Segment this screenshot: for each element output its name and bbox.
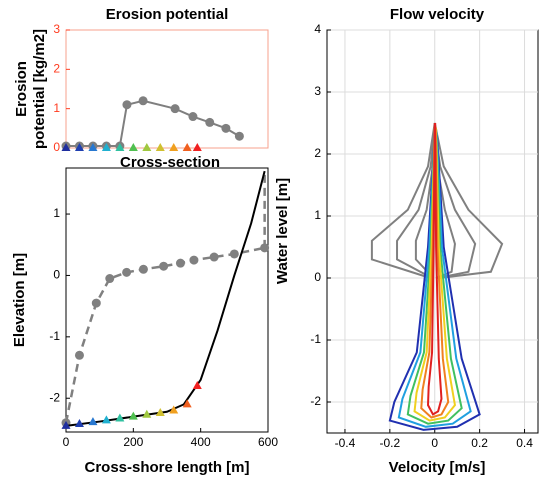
y-tick-label: 3 bbox=[314, 84, 321, 98]
marker bbox=[234, 131, 244, 141]
y-tick-label: 3 bbox=[53, 22, 60, 36]
marker bbox=[188, 112, 198, 122]
marker bbox=[74, 350, 84, 360]
x-tick-label: 0.2 bbox=[471, 436, 488, 450]
marker bbox=[155, 407, 165, 416]
y-tick-label: -2 bbox=[310, 394, 321, 408]
plot-area bbox=[65, 29, 269, 149]
marker bbox=[61, 143, 71, 151]
marker bbox=[101, 143, 111, 151]
marker bbox=[159, 261, 169, 271]
y-tick-label: 1 bbox=[314, 208, 321, 222]
series-line bbox=[413, 127, 457, 422]
marker bbox=[138, 264, 148, 274]
marker bbox=[122, 100, 132, 110]
chart-title: Cross-section bbox=[120, 154, 220, 171]
y-tick-label: 4 bbox=[314, 22, 321, 36]
marker bbox=[229, 249, 239, 259]
y-axis-label: Elevation [m] bbox=[11, 253, 28, 347]
y-tick-label: 1 bbox=[53, 101, 60, 115]
y-tick-label: 0 bbox=[314, 270, 321, 284]
marker bbox=[189, 255, 199, 265]
marker bbox=[209, 252, 219, 262]
series-line bbox=[65, 170, 266, 427]
y-tick-label: -1 bbox=[310, 332, 321, 346]
plot-area bbox=[65, 167, 269, 433]
marker bbox=[122, 267, 132, 277]
marker bbox=[91, 298, 101, 308]
x-tick-label: 200 bbox=[123, 435, 143, 449]
y-tick-label: 2 bbox=[53, 62, 60, 76]
marker bbox=[74, 419, 84, 428]
marker bbox=[115, 413, 125, 422]
marker bbox=[182, 143, 192, 151]
marker bbox=[170, 104, 180, 114]
x-axis-label: Velocity [m/s] bbox=[389, 459, 486, 476]
y-tick-label: -2 bbox=[49, 390, 60, 404]
series-line bbox=[406, 129, 463, 425]
marker bbox=[128, 411, 138, 420]
series-line bbox=[397, 132, 472, 428]
x-tick-label: -0.4 bbox=[335, 436, 356, 450]
x-tick-label: 0 bbox=[63, 435, 70, 449]
marker bbox=[205, 117, 215, 127]
x-tick-label: -0.2 bbox=[380, 436, 401, 450]
chart-title: Erosion potential bbox=[106, 6, 229, 23]
y-axis-label: Erosion bbox=[13, 61, 30, 117]
marker bbox=[142, 143, 152, 151]
y-axis-label: potential [kg/m2] bbox=[31, 29, 48, 149]
marker bbox=[115, 143, 125, 151]
marker bbox=[88, 143, 98, 151]
y-axis-label: Water level [m] bbox=[274, 178, 291, 284]
series-line bbox=[370, 122, 504, 279]
marker bbox=[192, 143, 202, 151]
x-tick-label: 0 bbox=[431, 436, 438, 450]
marker bbox=[105, 274, 115, 284]
y-tick-label: 0 bbox=[53, 268, 60, 282]
x-tick-label: 400 bbox=[191, 435, 211, 449]
x-axis-label: Cross-shore length [m] bbox=[84, 459, 249, 476]
chart-title: Flow velocity bbox=[390, 6, 485, 23]
series-line bbox=[427, 122, 443, 416]
y-tick-label: 2 bbox=[314, 146, 321, 160]
marker bbox=[101, 415, 111, 424]
x-tick-label: 0.4 bbox=[516, 436, 533, 450]
marker bbox=[192, 380, 202, 389]
marker bbox=[175, 258, 185, 268]
marker bbox=[142, 409, 152, 418]
y-tick-label: 1 bbox=[53, 206, 60, 220]
marker bbox=[61, 420, 71, 429]
marker bbox=[169, 143, 179, 151]
marker bbox=[88, 417, 98, 426]
marker bbox=[128, 143, 138, 151]
marker bbox=[221, 123, 231, 133]
series-line bbox=[388, 135, 481, 431]
x-tick-label: 600 bbox=[258, 435, 278, 449]
marker bbox=[138, 96, 148, 106]
y-tick-label: -1 bbox=[49, 329, 60, 343]
marker bbox=[169, 405, 179, 414]
marker bbox=[155, 143, 165, 151]
series-line bbox=[420, 126, 450, 419]
marker bbox=[74, 143, 84, 151]
marker bbox=[182, 399, 192, 408]
y-tick-label: 0 bbox=[53, 140, 60, 154]
